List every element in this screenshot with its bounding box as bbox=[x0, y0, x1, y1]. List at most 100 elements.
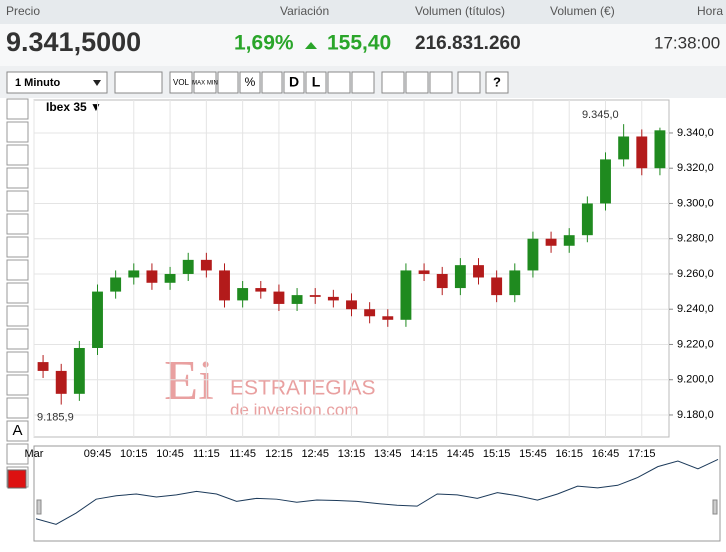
tool-button[interactable] bbox=[7, 398, 28, 418]
tool-button[interactable] bbox=[7, 99, 28, 119]
time: 17:38:00 bbox=[654, 33, 720, 52]
tool-button[interactable] bbox=[7, 283, 28, 303]
button[interactable] bbox=[406, 72, 428, 93]
candle-body bbox=[128, 270, 139, 277]
candle-body bbox=[165, 274, 176, 283]
candle-body bbox=[346, 300, 357, 309]
candle-body bbox=[110, 277, 121, 291]
candle-body bbox=[473, 265, 484, 277]
y-tick-label: 9.300,0 bbox=[677, 197, 714, 209]
tool-label: A bbox=[12, 422, 22, 439]
change-pct: 1,69% bbox=[234, 32, 294, 55]
candle-body bbox=[56, 371, 67, 394]
x-tick-label: 11:45 bbox=[229, 448, 256, 460]
candle-body bbox=[146, 270, 157, 282]
candle-body bbox=[237, 288, 248, 300]
candle-body bbox=[437, 274, 448, 288]
label: Precio bbox=[6, 4, 40, 18]
candle-body bbox=[582, 203, 593, 235]
x-tick-label: 14:15 bbox=[410, 448, 438, 460]
tool-button[interactable] bbox=[7, 329, 28, 349]
button-label: D bbox=[289, 74, 299, 90]
button[interactable] bbox=[382, 72, 404, 93]
button[interactable] bbox=[430, 72, 452, 93]
tool-button[interactable] bbox=[7, 191, 28, 211]
button[interactable] bbox=[218, 72, 238, 93]
candle-body bbox=[455, 265, 466, 288]
tool-button[interactable] bbox=[7, 122, 28, 142]
tool-button[interactable] bbox=[7, 352, 28, 372]
y-tick-label: 9.320,0 bbox=[677, 162, 714, 174]
candle-body bbox=[255, 288, 266, 292]
tool-column: A bbox=[7, 99, 28, 488]
y-tick-label: 9.280,0 bbox=[677, 233, 714, 245]
candle-body bbox=[74, 348, 85, 394]
x-tick-label: Mar bbox=[25, 448, 44, 460]
navigator-handle[interactable] bbox=[37, 500, 41, 514]
x-tick-label: 15:15 bbox=[483, 448, 511, 460]
candle-body bbox=[201, 260, 212, 271]
label: Volumen (títulos) bbox=[415, 4, 505, 18]
x-tick-label: 11:15 bbox=[193, 448, 220, 460]
watermark-text: de inversion.com bbox=[230, 400, 359, 419]
tool-button[interactable] bbox=[7, 260, 28, 280]
color-swatch bbox=[8, 470, 26, 488]
label: Hora bbox=[697, 4, 723, 18]
x-tick-label: 13:45 bbox=[374, 448, 402, 460]
button[interactable] bbox=[458, 72, 480, 93]
tool-button[interactable] bbox=[7, 306, 28, 326]
candle-body bbox=[310, 295, 321, 297]
y-tick-label: 9.340,0 bbox=[677, 127, 714, 139]
candle-body bbox=[328, 297, 339, 301]
button-label: MAX MIN bbox=[192, 81, 218, 87]
candle-body bbox=[564, 235, 575, 246]
y-tick-label: 9.180,0 bbox=[677, 409, 714, 421]
candle-body bbox=[219, 270, 230, 300]
volume: 216.831.260 bbox=[415, 33, 521, 54]
candle-body bbox=[654, 130, 665, 168]
label: Variación bbox=[280, 4, 329, 18]
y-tick-label: 9.220,0 bbox=[677, 338, 714, 350]
y-tick-label: 9.240,0 bbox=[677, 303, 714, 315]
price: 9.341,5000 bbox=[6, 27, 141, 57]
candle-body bbox=[618, 136, 629, 159]
tool-button[interactable] bbox=[7, 168, 28, 188]
chart-type-select[interactable] bbox=[115, 72, 162, 93]
candle-body bbox=[509, 270, 520, 295]
tool-button[interactable] bbox=[7, 237, 28, 257]
candle-body bbox=[183, 260, 194, 274]
header-bar bbox=[0, 0, 726, 24]
chart-title: Ibex 35 ▼ bbox=[46, 100, 102, 114]
y-tick-label: 9.200,0 bbox=[677, 374, 714, 386]
annotation: 9.345,0 bbox=[582, 109, 619, 121]
button[interactable] bbox=[262, 72, 282, 93]
candle-body bbox=[292, 295, 303, 304]
button[interactable] bbox=[352, 72, 374, 93]
x-tick-label: 16:15 bbox=[555, 448, 583, 460]
x-tick-label: 15:45 bbox=[519, 448, 547, 460]
x-tick-label: 12:45 bbox=[301, 448, 329, 460]
tool-button[interactable] bbox=[7, 214, 28, 234]
label: Volumen (€) bbox=[550, 4, 615, 18]
x-tick-label: 10:45 bbox=[156, 448, 184, 460]
candle-body bbox=[491, 277, 502, 295]
button-label: % bbox=[245, 75, 256, 89]
candle-body bbox=[636, 136, 647, 168]
interval: 1 Minuto bbox=[15, 77, 60, 89]
candle-body bbox=[92, 292, 103, 348]
candle-body bbox=[382, 316, 393, 320]
candle-body bbox=[600, 159, 611, 203]
tool-button[interactable] bbox=[7, 145, 28, 165]
button[interactable] bbox=[328, 72, 350, 93]
change: 155,40 bbox=[327, 32, 391, 55]
candle-body bbox=[273, 292, 284, 304]
navigator-handle[interactable] bbox=[713, 500, 717, 514]
candle-body bbox=[364, 309, 375, 316]
x-tick-label: 10:15 bbox=[120, 448, 148, 460]
candle-body bbox=[546, 239, 557, 246]
x-tick-label: 14:45 bbox=[447, 448, 475, 460]
y-tick-label: 9.260,0 bbox=[677, 268, 714, 280]
tool-button[interactable] bbox=[7, 375, 28, 395]
navigator bbox=[34, 446, 720, 541]
